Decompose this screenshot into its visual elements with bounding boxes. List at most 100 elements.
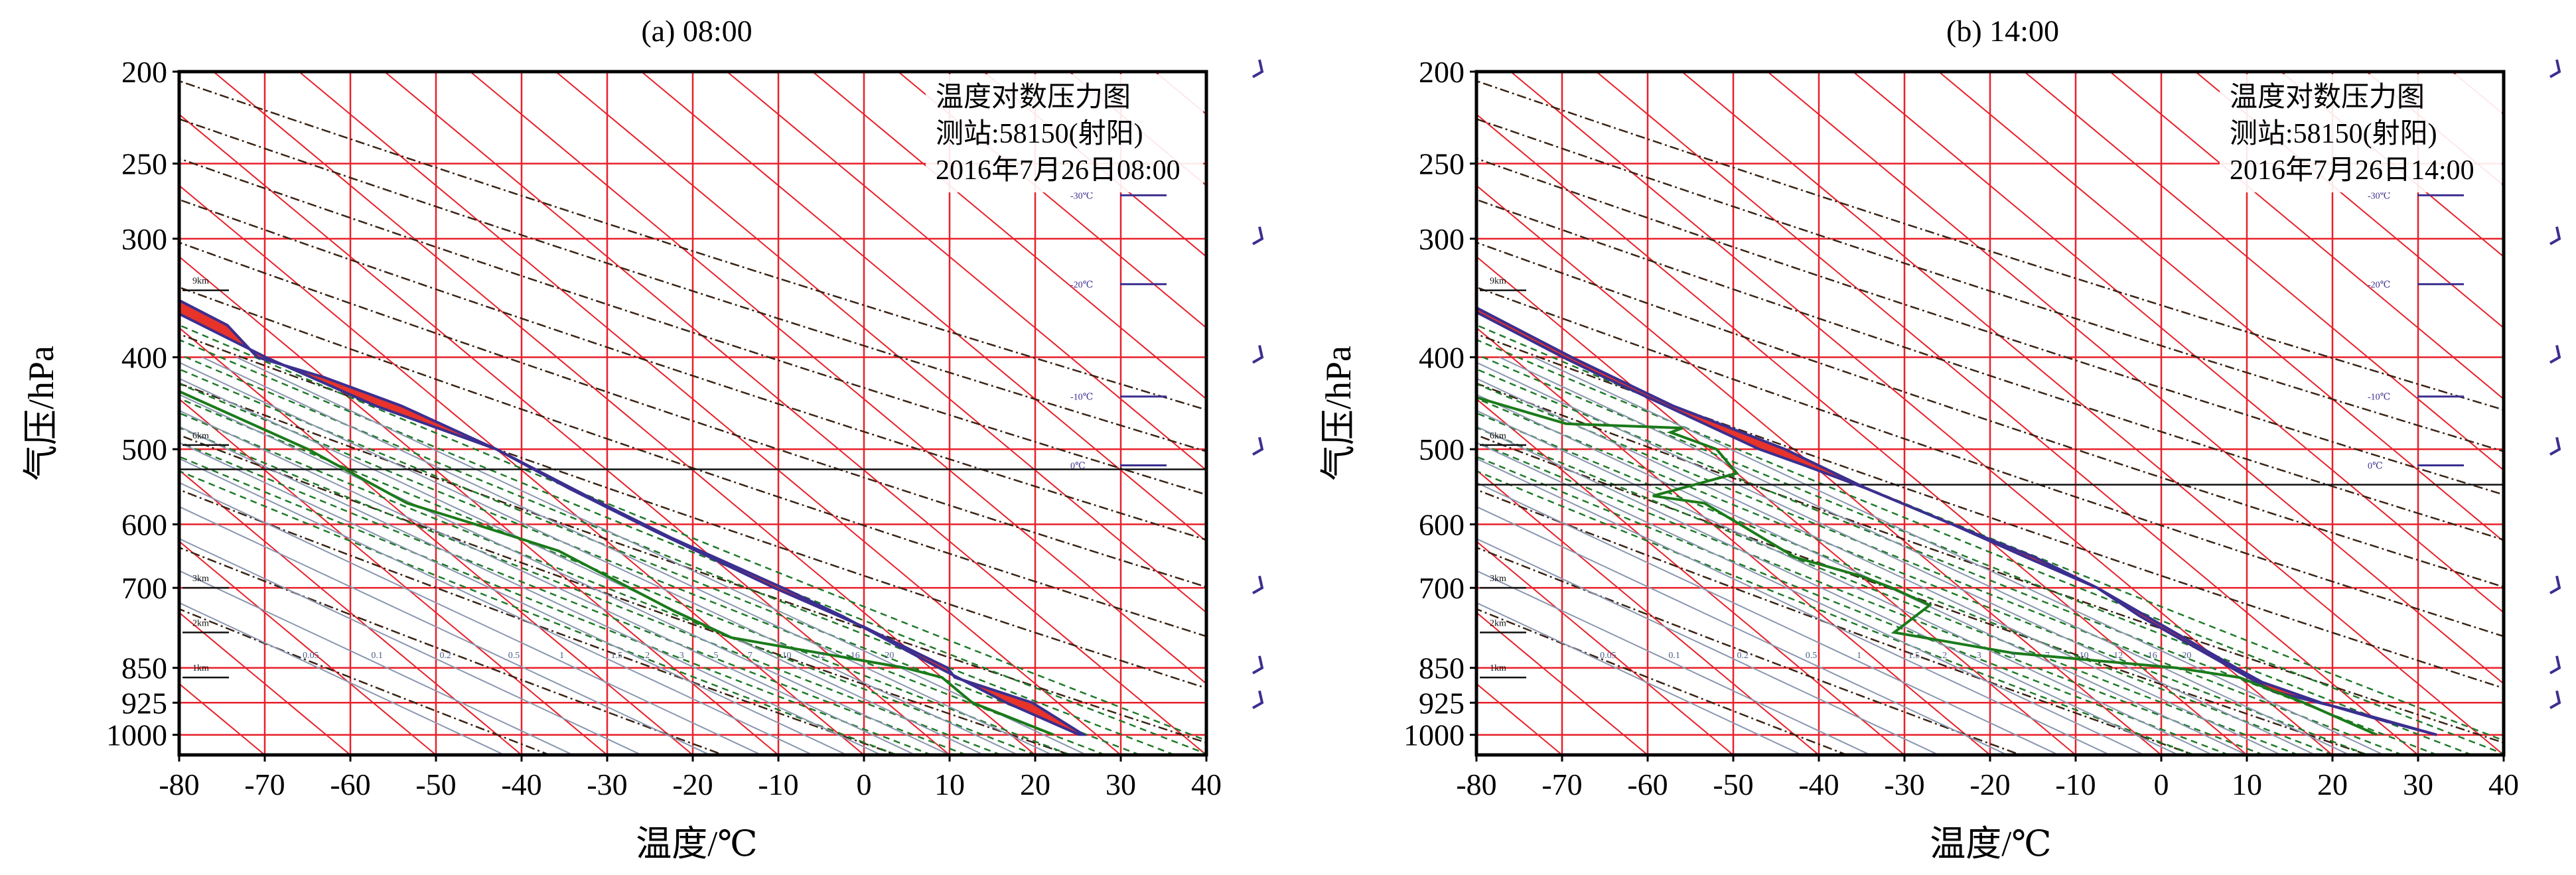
wind-barb [2549, 690, 2561, 710]
panel-b-xlabel: 温度/℃ [1930, 824, 2051, 864]
mixing-ratio-line [1476, 505, 2008, 755]
skewed-isotherm [1510, 72, 2333, 755]
dry-adiabat [1476, 382, 2504, 744]
x-tick-label: -50 [415, 768, 456, 801]
wind-barb [1252, 575, 1264, 594]
x-tick-label: 20 [1020, 768, 1050, 801]
dry-adiabat [1476, 80, 2504, 411]
panel-a-wind-barbs [1252, 59, 1264, 710]
wind-barb [2549, 226, 2561, 245]
y-tick-label: 1000 [106, 718, 167, 752]
mixing-ratio-line [179, 458, 814, 755]
mixing-ratio-line [179, 442, 847, 755]
mixing-ratio-label: 7 [748, 651, 752, 661]
moist-adiabat [1476, 455, 2230, 755]
mixing-ratio-label: 16 [2148, 651, 2157, 661]
mixing-ratio-label: 10 [782, 651, 792, 661]
panel-b-series [1476, 306, 2437, 736]
y-tick-label: 1000 [1403, 718, 1465, 752]
mixing-ratio-label: 1 [1857, 651, 1861, 661]
dry-adiabat [179, 157, 1206, 496]
y-tick-label: 500 [121, 433, 167, 466]
skewed-isotherm [726, 72, 1206, 472]
mixing-ratio-label: 0.2 [440, 651, 452, 661]
x-tick-label: -50 [1713, 768, 1753, 801]
x-tick-label: -60 [1627, 768, 1668, 801]
mixing-ratio-line [179, 362, 1019, 755]
mixing-ratio-label: 12 [2113, 651, 2123, 661]
panel-b-info-box: 温度对数压力图 测站:58150(射阳) 2016年7月26日14:00 [2220, 74, 2502, 192]
dry-adiabat [179, 488, 897, 755]
x-tick-label: -30 [1884, 768, 1924, 801]
y-tick-label: 300 [121, 222, 167, 256]
y-tick-label: 850 [1419, 651, 1465, 685]
y-tick-label: 400 [121, 341, 167, 375]
skewed-isotherm [179, 469, 522, 755]
isotherm-mark-label: -30℃ [2368, 191, 2390, 201]
skewed-isotherm [2023, 72, 2504, 472]
height-mark-label: 9km [1490, 277, 1506, 287]
mixing-ratio-label: 1 [559, 651, 564, 661]
wind-barb [1252, 437, 1264, 456]
dry-adiabat [179, 286, 1206, 638]
wind-barb [2549, 575, 2561, 594]
x-tick-label: 10 [934, 768, 965, 801]
dry-adiabat [1476, 608, 1847, 755]
moist-adiabat [1476, 470, 2194, 755]
wind-barb [2549, 345, 2561, 364]
panel-b-info-line1: 温度对数压力图 [2230, 82, 2425, 113]
skewed-isotherm [897, 72, 1206, 329]
x-tick-label: -80 [159, 768, 199, 801]
x-tick-label: 20 [2317, 768, 2348, 801]
parcel-line [179, 312, 1080, 736]
mixing-ratio-label: 0.2 [1737, 651, 1749, 661]
dry-adiabat [1476, 547, 2021, 755]
x-tick-label: -10 [758, 768, 798, 801]
dry-adiabat [1476, 118, 2504, 452]
x-tick-label: -40 [1798, 768, 1839, 801]
mixing-ratio-label: 0.5 [508, 651, 520, 661]
dry-adiabat [179, 547, 724, 755]
panel-b-info-line2: 测站:58150(射阳) [2230, 119, 2437, 149]
mixing-ratio-label: 1.5 [1908, 651, 1920, 661]
skewed-isotherm [1476, 255, 2076, 755]
height-mark-label: 6km [192, 431, 209, 441]
skewed-isotherm [179, 113, 950, 755]
x-tick-label: -30 [587, 768, 627, 801]
wind-barb [1252, 226, 1264, 245]
mixing-ratio-label: 2 [645, 651, 650, 661]
y-tick-label: 250 [1419, 147, 1465, 181]
x-tick-label: 10 [2232, 768, 2262, 801]
mixing-ratio-line [179, 377, 985, 755]
skewed-isotherm [179, 540, 437, 755]
isotherm-mark-label: 0℃ [1070, 462, 1086, 472]
panel-a-ylabel: 气压/hPa [21, 346, 61, 481]
mixing-ratio-label: 0.05 [1600, 651, 1616, 661]
mixing-ratio-label: 16 [851, 651, 860, 661]
height-mark-label: 6km [1490, 431, 1506, 441]
height-mark-label: 3km [192, 574, 209, 584]
mixing-ratio-label: 7 [2045, 651, 2050, 661]
skewed-isotherm [179, 326, 693, 755]
mixing-ratio-label: 5 [713, 651, 718, 661]
mixing-ratio-line [179, 505, 711, 755]
height-mark-label: 1km [192, 663, 209, 673]
x-tick-label: 0 [2154, 768, 2169, 801]
y-tick-label: 600 [121, 507, 167, 541]
mixing-ratio-label: 5 [2011, 651, 2015, 661]
panel-a-info-line1: 温度对数压力图 [936, 82, 1131, 113]
panel-a-caption: (a) 08:00 [641, 14, 752, 48]
mixing-ratio-label: 10 [2080, 651, 2089, 661]
x-tick-label: -40 [501, 768, 541, 801]
mixing-ratio-line [179, 537, 642, 755]
mixing-ratio-label: 0.05 [303, 651, 319, 661]
dry-adiabat [179, 608, 550, 755]
wind-barb [1252, 59, 1264, 78]
dry-adiabat [179, 118, 1206, 452]
panel-b-inline-labels: 9km 6km 3km 2km 1km -30℃ -20℃ -10℃ 0℃ 0.05 0.1 0.2 0… [1480, 191, 2464, 679]
height-mark-label: 9km [192, 277, 209, 287]
skewed-isotherm [179, 683, 265, 755]
mixing-ratio-line [179, 602, 505, 755]
skewed-isotherm [2538, 72, 2576, 755]
mixing-ratio-label: 12 [816, 651, 825, 661]
